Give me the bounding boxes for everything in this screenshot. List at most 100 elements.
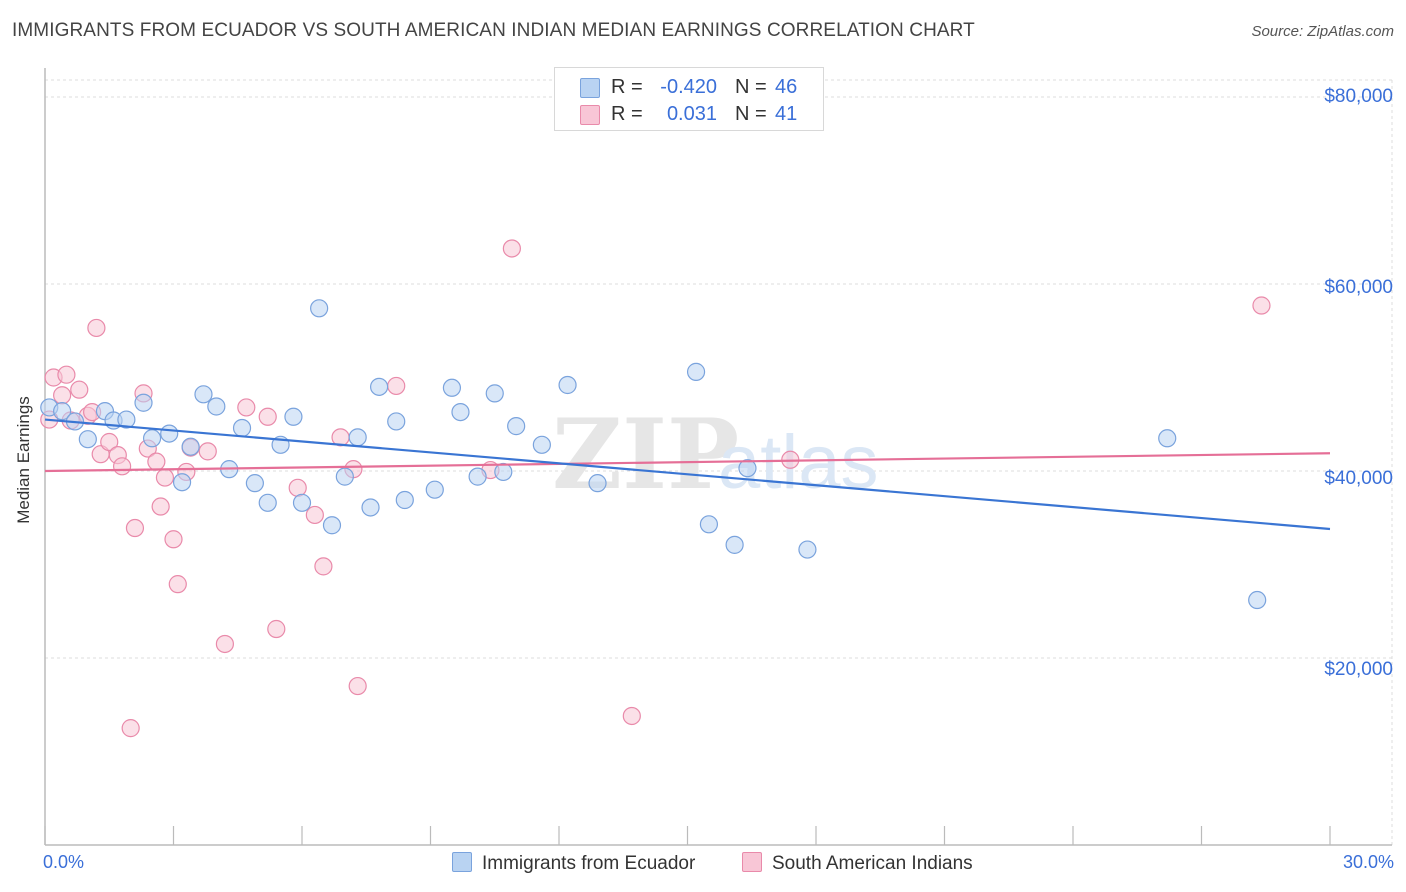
r-value: -0.420	[660, 76, 717, 98]
trend-line-south-american-indians	[44, 452, 1331, 473]
scatter-point-south-american-indians	[100, 432, 119, 452]
scatter-point-immigrants-from-ecuador	[442, 378, 462, 397]
r-label: R =	[611, 103, 643, 125]
scatter-point-immigrants-from-ecuador	[322, 516, 342, 535]
legend-label: South American Indians	[772, 853, 973, 874]
scatter-point-immigrants-from-ecuador	[134, 393, 153, 412]
y-tick-label: $40,000	[1324, 468, 1393, 489]
scatter-point-immigrants-from-ecuador	[485, 384, 504, 403]
scatter-point-south-american-indians	[125, 518, 145, 538]
scatter-point-immigrants-from-ecuador	[117, 410, 136, 429]
n-label: N =	[735, 103, 767, 125]
scatter-point-immigrants-from-ecuador	[207, 397, 226, 416]
scatter-point-immigrants-from-ecuador	[507, 417, 526, 436]
scatter-point-south-american-indians	[151, 497, 170, 516]
scatter-point-immigrants-from-ecuador	[53, 402, 72, 421]
y-tick-label: $60,000	[1324, 277, 1393, 298]
scatter-point-immigrants-from-ecuador	[348, 428, 367, 447]
scatter-point-immigrants-from-ecuador	[181, 437, 200, 456]
n-value: 46	[775, 76, 798, 98]
legend-row-south-american-indians: R = 0.031 N = 41	[555, 101, 823, 127]
scatter-point-south-american-indians	[288, 478, 307, 497]
r-label: R =	[611, 76, 643, 98]
scatter-point-south-american-indians	[502, 239, 521, 258]
scatter-point-south-american-indians	[164, 530, 183, 549]
scatter-point-immigrants-from-ecuador	[335, 467, 354, 486]
scatter-point-immigrants-from-ecuador	[725, 535, 744, 554]
scatter-point-south-american-indians	[155, 468, 175, 487]
scatter-point-immigrants-from-ecuador	[172, 473, 192, 492]
trend-line-immigrants-from-ecuador	[44, 418, 1331, 531]
series-immigrants-from-ecuador	[40, 299, 1267, 610]
source-note: Source: ZipAtlas.com	[1251, 23, 1394, 40]
scatter-point-immigrants-from-ecuador	[699, 515, 719, 534]
legend-swatch-pink	[580, 105, 600, 125]
y-axis-label: Median Earnings	[14, 396, 33, 524]
scatter-point-immigrants-from-ecuador	[588, 474, 607, 493]
scatter-point-south-american-indians	[305, 505, 324, 525]
scatter-point-immigrants-from-ecuador	[387, 412, 406, 431]
y-tick-label: $80,000	[1324, 86, 1393, 107]
scatter-point-immigrants-from-ecuador	[425, 480, 444, 499]
n-label: N =	[735, 76, 767, 98]
scatter-point-south-american-indians	[215, 634, 234, 654]
scatter-point-immigrants-from-ecuador	[245, 474, 264, 493]
scatter-point-immigrants-from-ecuador	[361, 498, 380, 517]
scatter-point-immigrants-from-ecuador	[798, 540, 817, 559]
r-value: 0.031	[666, 103, 717, 125]
scatter-point-immigrants-from-ecuador	[78, 430, 97, 449]
correlation-legend: R = -0.420 N = 46 R = 0.031 N = 41	[554, 67, 824, 131]
scatter-point-immigrants-from-ecuador	[258, 493, 277, 512]
chart-title: IMMIGRANTS FROM ECUADOR VS SOUTH AMERICA…	[12, 20, 975, 41]
scatter-point-immigrants-from-ecuador	[232, 418, 252, 438]
scatter-point-south-american-indians	[53, 386, 72, 405]
scatter-point-immigrants-from-ecuador	[194, 385, 213, 404]
scatter-point-immigrants-from-ecuador	[1158, 429, 1177, 448]
scatter-point-immigrants-from-ecuador	[160, 424, 179, 443]
watermark: ZIP atlas	[552, 398, 879, 511]
legend-swatch-blue	[580, 78, 600, 98]
legend-swatch-blue	[452, 852, 472, 872]
scatter-point-south-american-indians	[622, 706, 641, 726]
scatter-point-immigrants-from-ecuador	[395, 490, 414, 510]
legend-label: Immigrants from Ecuador	[482, 853, 696, 874]
scatter-point-south-american-indians	[1252, 296, 1271, 315]
n-value: 41	[775, 103, 798, 125]
scatter-point-south-american-indians	[57, 365, 76, 384]
scatter-point-south-american-indians	[387, 376, 406, 396]
scatter-point-south-american-indians	[267, 619, 286, 639]
scatter-point-south-american-indians	[348, 676, 367, 696]
scatter-point-south-american-indians	[87, 318, 106, 338]
scatter-point-south-american-indians	[168, 575, 187, 594]
axes	[44, 68, 1392, 846]
scatter-point-immigrants-from-ecuador	[686, 362, 706, 381]
scatter-point-immigrants-from-ecuador	[142, 429, 162, 448]
scatter-point-south-american-indians	[237, 398, 256, 417]
scatter-point-south-american-indians	[258, 407, 277, 426]
watermark-zip: ZIP	[552, 398, 739, 511]
scatter-point-immigrants-from-ecuador	[292, 493, 312, 512]
scatter-point-south-american-indians	[147, 452, 166, 471]
scatter-point-immigrants-from-ecuador	[532, 435, 551, 454]
legend-swatch-pink	[742, 852, 762, 872]
scatter-point-immigrants-from-ecuador	[310, 299, 329, 318]
scatter-point-immigrants-from-ecuador	[494, 462, 513, 482]
scatter-point-south-american-indians	[112, 457, 132, 476]
scatter-point-immigrants-from-ecuador	[370, 377, 389, 396]
scatter-point-south-american-indians	[198, 442, 217, 461]
legend-item-south-american-indians: South American Indians	[742, 852, 973, 875]
trend-lines	[44, 418, 1331, 531]
grid	[45, 79, 1393, 845]
scatter-point-immigrants-from-ecuador	[558, 375, 577, 395]
scatter-point-immigrants-from-ecuador	[468, 467, 487, 486]
x-tick-label: 0.0%	[43, 852, 85, 872]
scatter-point-immigrants-from-ecuador	[1248, 590, 1267, 610]
scatter-point-south-american-indians	[70, 380, 89, 399]
legend-row-ecuador: R = -0.420 N = 46	[555, 74, 823, 100]
scatter-point-south-american-indians	[121, 719, 140, 738]
x-tick-label: 30.0%	[1342, 852, 1394, 872]
legend-item-ecuador: Immigrants from Ecuador	[452, 852, 695, 875]
y-tick-label: $20,000	[1324, 659, 1393, 680]
scatter-point-south-american-indians	[314, 557, 333, 576]
